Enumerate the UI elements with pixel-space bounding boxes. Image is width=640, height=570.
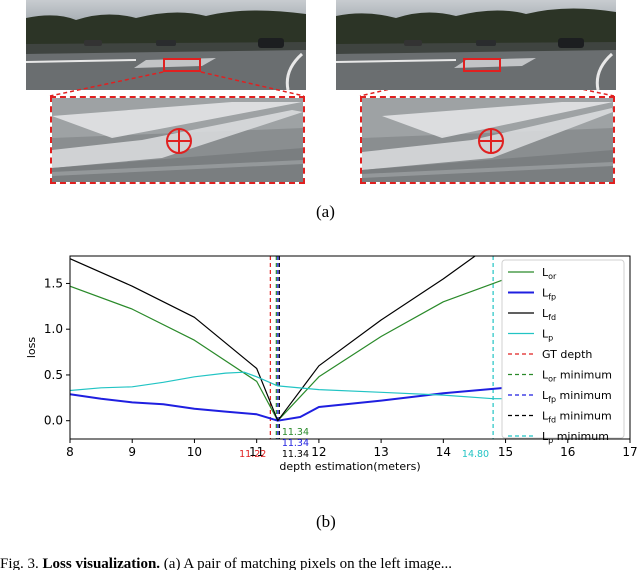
x-tick-label: 10 [187,445,202,459]
series-line-l-or [70,278,506,422]
loss-chart: 8 9 10 11 12 13 14 15 16 17 0.0 0.5 1.0 1.5 depth esti… [25,255,638,473]
x-tick-label: 8 [66,445,74,459]
left-crosshair-marker [166,128,192,154]
legend-entry: Lor [542,266,557,281]
right-crosshair-marker [478,128,504,154]
panel-b-label: (b) [316,512,336,531]
legend-box [501,259,625,439]
y-axis-label: loss [25,337,38,359]
left-zoom-inset [50,96,305,184]
legend-entry: Lp minimum [542,430,609,445]
x-tick-label: 17 [622,445,637,459]
caption-prefix: Fig. 3. [0,556,39,570]
annotation-label: 11.34 [282,449,309,460]
series-line-l-fd [70,256,477,422]
legend-entry: Lor minimum [542,369,612,384]
right-highlight-box [463,58,501,72]
annotation-label: 14.80 [462,449,489,460]
legend-entry: Lfd minimum [542,410,612,425]
caption-bold: Loss visualization. [42,556,161,570]
x-tick-label: 13 [373,445,388,459]
legend-entry: GT depth [542,348,592,361]
y-tick-label: 1.5 [44,276,63,290]
y-tick-label: 0.5 [44,368,63,382]
y-tick-label: 1.0 [44,322,63,336]
caption-text: (a) A pair of matching pixels on the lef… [163,556,453,570]
legend-entry: Lfp minimum [542,389,612,404]
figure-caption: Fig. 3. Loss visualization. (a) A pair o… [0,556,640,570]
legend-entry: Lp [542,328,553,343]
x-tick-label: 16 [560,445,575,459]
annotation-label: 11.22 [239,449,266,460]
left-highlight-box [163,58,201,72]
left-road-photo [26,0,306,90]
right-road-photo [336,0,616,90]
legend-entry: Lfp [542,287,556,302]
y-tick-label: 0.0 [44,414,63,428]
annotation-label: 11.34 [282,427,309,438]
x-tick-label: 14 [436,445,451,459]
series-line-l-p [70,371,518,400]
x-axis-label: depth estimation(meters) [279,460,420,473]
annotation-label: 11.34 [282,438,309,449]
legend-entry: Lfd [542,307,556,322]
x-tick-label: 11 [249,445,264,459]
x-tick-label: 12 [311,445,326,459]
panel-a-label: (a) [316,202,335,221]
plot-frame [69,255,631,440]
x-tick-label: 9 [128,445,136,459]
x-tick-label: 15 [498,445,513,459]
